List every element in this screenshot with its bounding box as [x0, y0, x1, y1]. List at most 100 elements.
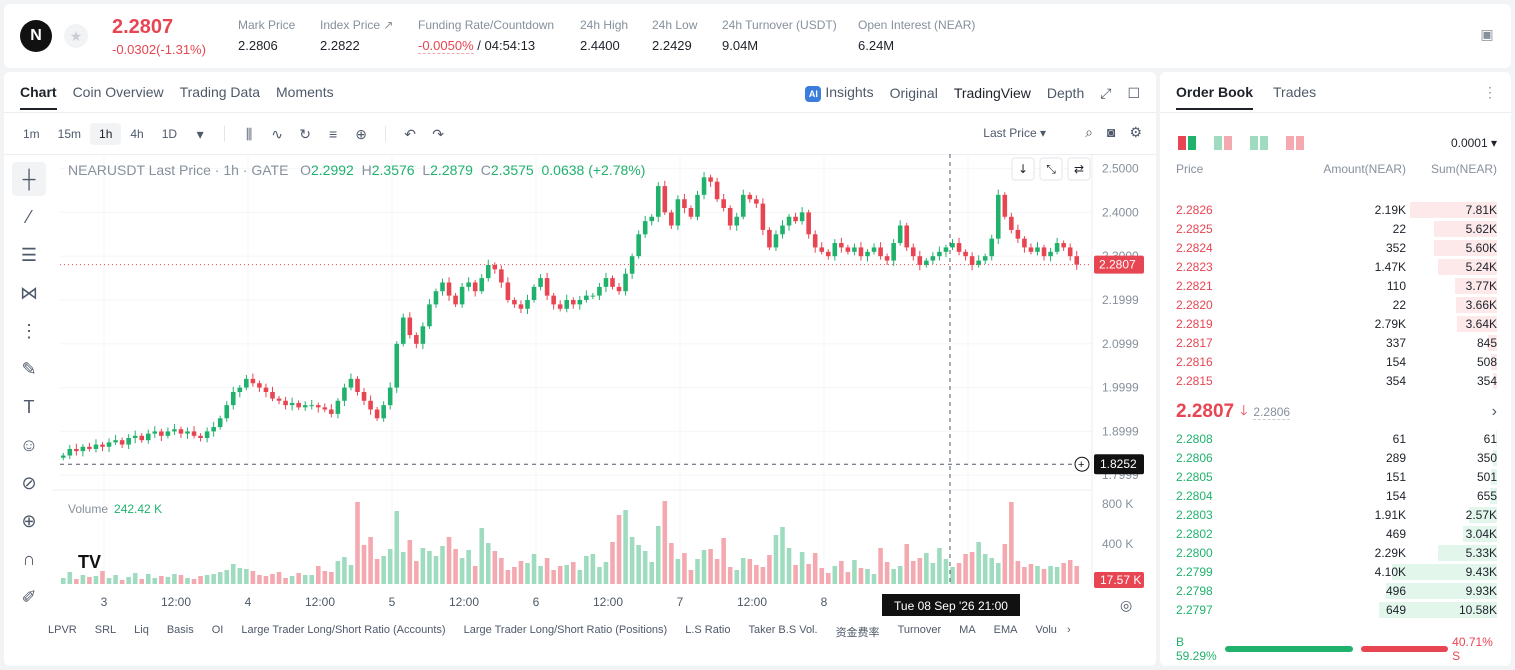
add-alert-icon[interactable]: ⊕: [355, 125, 367, 142]
view-both-icon[interactable]: [1178, 136, 1196, 150]
indicator-item[interactable]: Liq: [134, 624, 149, 636]
timeframe-1d[interactable]: 1D: [161, 127, 178, 141]
tab-depth[interactable]: Depth: [1046, 85, 1085, 101]
candle-type-icon[interactable]: ⫼: [245, 125, 253, 142]
volume-bar: [701, 550, 707, 584]
precision-select[interactable]: 0.0001 ▾: [1450, 136, 1497, 150]
timeframe-1h[interactable]: 1h: [90, 123, 122, 145]
undo-icon[interactable]: ↶: [404, 125, 416, 142]
bid-row[interactable]: 2.2803 1.91K 2.57K: [1160, 505, 1511, 524]
timeframe-4h[interactable]: 4h: [130, 127, 144, 141]
indicator-item[interactable]: Taker B.S Vol.: [748, 624, 818, 636]
last-price-select[interactable]: Last Price ▾: [983, 126, 1046, 140]
camera-icon[interactable]: ◙: [1106, 124, 1116, 140]
expand-icon[interactable]: ⤢: [1100, 84, 1112, 101]
ask-row[interactable]: 2.2815 354 354: [1160, 371, 1511, 390]
tab-coin-overview[interactable]: Coin Overview: [72, 84, 164, 100]
window-icon[interactable]: ☐: [1127, 84, 1140, 101]
text-icon[interactable]: T: [23, 396, 35, 417]
indicator-item[interactable]: MA: [959, 624, 976, 636]
ask-row[interactable]: 2.2825 22 5.62K: [1160, 219, 1511, 238]
caret-down-icon[interactable]: ▾: [196, 125, 204, 142]
indicators-icon[interactable]: ∿: [271, 125, 283, 142]
volume-bar: [675, 559, 681, 584]
price-chart[interactable]: 2.50002.40002.30002.19992.09991.99991.89…: [52, 154, 1156, 622]
trend-line-icon[interactable]: ⁄: [27, 206, 31, 227]
indicator-item[interactable]: LPVR: [48, 624, 77, 636]
indicator-item[interactable]: OI: [211, 624, 224, 636]
candle-body: [106, 442, 112, 447]
bid-row[interactable]: 2.2806 289 350: [1160, 448, 1511, 467]
bid-row[interactable]: 2.2797 649 10.58K: [1160, 600, 1511, 619]
indicator-item[interactable]: Turnover: [897, 624, 942, 636]
tab-order-book[interactable]: Order Book: [1176, 84, 1254, 110]
indicator-item[interactable]: Large Trader Long/Short Ratio (Positions…: [463, 624, 668, 636]
replay-icon[interactable]: ↻: [299, 125, 311, 142]
candle-body: [289, 402, 295, 406]
ask-row[interactable]: 2.2816 154 508: [1160, 352, 1511, 371]
bid-row[interactable]: 2.2808 61 61: [1160, 429, 1511, 448]
tab-insights[interactable]: AI Insights: [805, 84, 874, 102]
book-icon[interactable]: ▣: [1480, 26, 1494, 42]
ask-row[interactable]: 2.2821 110 3.77K: [1160, 276, 1511, 295]
star-icon[interactable]: ★: [64, 24, 88, 48]
ask-row[interactable]: 2.2817 337 845: [1160, 333, 1511, 352]
zoom-in-icon[interactable]: ⊕: [21, 510, 37, 531]
candle-body: [407, 317, 413, 336]
volume-bar: [1048, 566, 1053, 584]
tab-chart[interactable]: Chart: [20, 84, 57, 110]
crosshair-icon[interactable]: ┼: [12, 162, 46, 196]
indicator-item[interactable]: Large Trader Long/Short Ratio (Accounts): [241, 624, 446, 636]
scroll-down-icon-frame: [1011, 157, 1035, 181]
emoji-icon[interactable]: ☺: [19, 434, 39, 455]
edit-icon[interactable]: ✐: [21, 586, 37, 607]
ask-row[interactable]: 2.2820 22 3.66K: [1160, 295, 1511, 314]
bid-row[interactable]: 2.2804 154 655: [1160, 486, 1511, 505]
pattern-icon[interactable]: ⋈: [20, 282, 38, 303]
tab-trades[interactable]: Trades: [1273, 84, 1317, 100]
timeframe-1m[interactable]: 1m: [23, 127, 40, 141]
chevron-right-icon[interactable]: ›: [1066, 624, 1071, 636]
tab-tradingview[interactable]: TradingView: [953, 85, 1031, 101]
price-cell: 2.2802: [1176, 526, 1213, 541]
templates-icon[interactable]: ≡: [328, 126, 338, 142]
view-bids-icon[interactable]: [1250, 136, 1268, 150]
ruler-icon[interactable]: ⊘: [21, 472, 37, 493]
tab-moments[interactable]: Moments: [276, 84, 334, 100]
bid-row[interactable]: 2.2800 2.29K 5.33K: [1160, 543, 1511, 562]
view-both-alt-icon[interactable]: [1214, 136, 1232, 150]
indicator-item[interactable]: Volu: [1035, 624, 1057, 636]
volume-bar: [322, 571, 328, 584]
tab-original[interactable]: Original: [889, 85, 938, 101]
indicator-item[interactable]: EMA: [993, 624, 1018, 636]
parallel-lines-icon[interactable]: ☰: [20, 244, 38, 265]
indicator-item[interactable]: Basis: [166, 624, 194, 636]
stat-index-price[interactable]: Index Price ↗ 2.2822: [320, 18, 393, 53]
more-icon[interactable]: ⋮: [1483, 84, 1497, 100]
bid-row[interactable]: 2.2798 496 9.93K: [1160, 581, 1511, 600]
indicator-item[interactable]: 资金费率: [835, 627, 880, 639]
magnet-icon[interactable]: ∩: [22, 548, 36, 569]
bid-row[interactable]: 2.2799 4.10K 9.43K: [1160, 562, 1511, 581]
ask-row[interactable]: 2.2823 1.47K 5.24K: [1160, 257, 1511, 276]
amount-cell: 2.19K: [1374, 202, 1406, 217]
brush-icon[interactable]: ✎: [21, 358, 37, 379]
ask-row[interactable]: 2.2826 2.19K 7.81K: [1160, 200, 1511, 219]
indicator-item[interactable]: SRL: [94, 624, 117, 636]
timeframe-15m[interactable]: 15m: [57, 127, 82, 141]
bid-row[interactable]: 2.2802 469 3.04K: [1160, 524, 1511, 543]
ask-row[interactable]: 2.2819 2.79K 3.64K: [1160, 314, 1511, 333]
legend-h-label: H: [361, 162, 372, 178]
stat-label: Mark Price: [238, 18, 296, 32]
view-asks-icon[interactable]: [1286, 136, 1304, 150]
tab-trading-data[interactable]: Trading Data: [179, 84, 261, 100]
bid-row[interactable]: 2.2805 151 501: [1160, 467, 1511, 486]
ask-row[interactable]: 2.2824 352 5.60K: [1160, 238, 1511, 257]
fib-icon[interactable]: ⋮: [20, 320, 38, 341]
gear-icon[interactable]: ⚙: [1129, 124, 1142, 140]
volume-bar: [87, 577, 92, 584]
chevron-right-icon[interactable]: ›: [1491, 403, 1497, 420]
redo-icon[interactable]: ↷: [432, 125, 444, 142]
search-icon[interactable]: ⌕: [1085, 124, 1093, 140]
indicator-item[interactable]: L.S Ratio: [685, 624, 731, 636]
